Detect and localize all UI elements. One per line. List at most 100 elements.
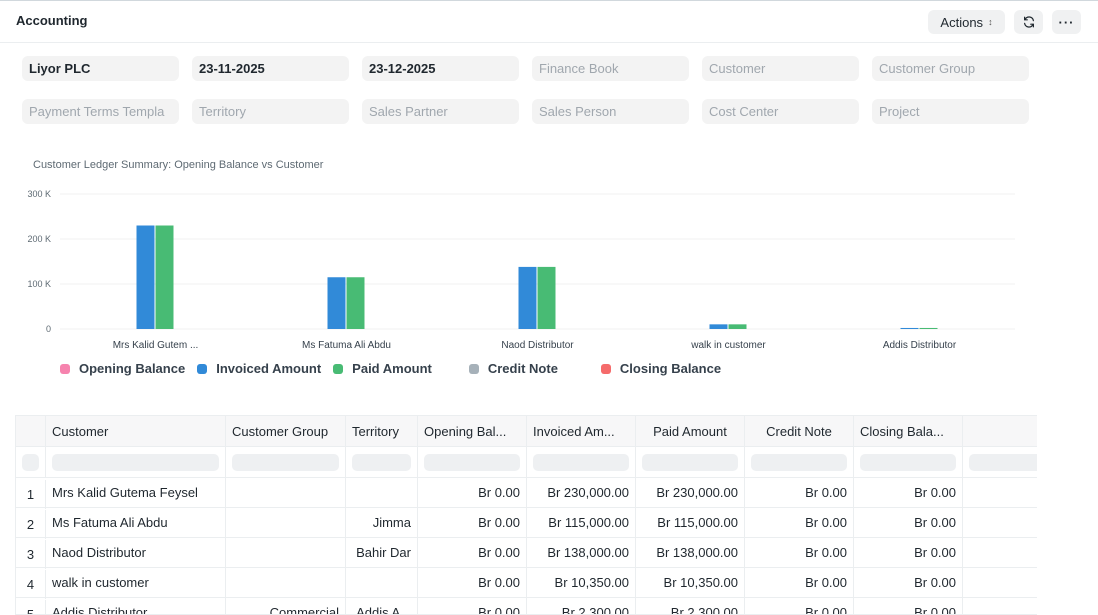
bar-invoiced-amount[interactable]	[900, 327, 919, 329]
cell-customer-group	[226, 478, 346, 507]
company-filter[interactable]: Liyor PLC	[22, 56, 179, 81]
x-tick-label: walk in customer	[690, 340, 766, 351]
cell-opening-balance: Br 0.00	[418, 478, 527, 507]
cell-invoiced-amount: Br 10,350.00	[527, 568, 636, 597]
cell-closing-balance: Br 0.00	[854, 508, 963, 537]
cell-credit-note: Br 0.00	[745, 598, 854, 614]
table-row[interactable]: 3 Naod Distributor Bahir Dar Br 0.00 Br 138,…	[16, 538, 1037, 569]
bar-invoiced-amount[interactable]	[709, 324, 728, 329]
legend-swatch	[468, 363, 479, 374]
cell-customer-group	[226, 508, 346, 537]
legend-label: Closing Balance	[619, 361, 722, 376]
column-header-opening-balance[interactable]: Opening Bal...	[418, 416, 527, 446]
customer-group-filter[interactable]: Customer Group	[872, 56, 1029, 81]
cell-dr-cr	[963, 508, 1037, 537]
column-header-customer[interactable]: Customer	[46, 416, 226, 446]
cell-opening-balance: Br 0.00	[418, 568, 527, 597]
legend-item[interactable]: Opening Balance	[60, 361, 185, 376]
column-filter-input[interactable]	[751, 453, 847, 471]
legend-swatch	[333, 363, 344, 374]
cell-paid-amount: Br 10,350.00	[636, 568, 745, 597]
x-tick-label: Ms Fatuma Ali Abdu	[302, 340, 391, 351]
table-row[interactable]: 5 Addis Distributor Commercial Addis A... Br…	[16, 598, 1037, 614]
cost-center-filter[interactable]: Cost Center	[702, 99, 859, 124]
project-filter[interactable]: Project	[872, 99, 1029, 124]
column-filter-input[interactable]	[860, 453, 956, 471]
territory-filter[interactable]: Territory	[192, 99, 349, 124]
column-header-dr-cr[interactable]: Dr/Cr	[963, 416, 1037, 446]
cell-opening-balance: Br 0.00	[418, 538, 527, 567]
table-header: Customer Customer Group Territory Opening B…	[16, 416, 1037, 447]
cell-dr-cr	[963, 598, 1037, 614]
cell-invoiced-amount: Br 230,000.00	[527, 478, 636, 507]
sales-partner-filter[interactable]: Sales Partner	[362, 99, 519, 124]
cell-closing-balance: Br 0.00	[854, 478, 963, 507]
cell-paid-amount: Br 138,000.00	[636, 538, 745, 567]
column-filter-input[interactable]	[232, 453, 339, 471]
chart-legend: Opening Balance Invoiced Amount Paid Amoun…	[60, 361, 733, 376]
cell-territory	[346, 478, 418, 507]
bar-paid-amount[interactable]	[919, 327, 938, 329]
bar-invoiced-amount[interactable]	[518, 266, 537, 329]
cell-customer: Mrs Kalid Gutema Feysel	[46, 478, 226, 507]
table-row[interactable]: 4 walk in customer Br 0.00 Br 10,350.00 Br 1…	[16, 568, 1037, 599]
cell-customer-group: Commercial	[226, 598, 346, 614]
row-index: 3	[16, 540, 46, 569]
column-filter-input[interactable]	[52, 453, 219, 471]
cell-closing-balance: Br 0.00	[854, 598, 963, 614]
column-filter-input[interactable]	[424, 453, 520, 471]
bar-paid-amount[interactable]	[728, 324, 747, 329]
column-header-customer-group[interactable]: Customer Group	[226, 416, 346, 446]
cell-dr-cr	[963, 568, 1037, 597]
row-index: 4	[16, 570, 46, 599]
bar-paid-amount[interactable]	[155, 225, 174, 330]
x-tick-label: Mrs Kalid Gutem ...	[113, 340, 199, 351]
bar-paid-amount[interactable]	[537, 266, 556, 329]
legend-label: Paid Amount	[352, 361, 432, 376]
x-tick-label: Naod Distributor	[501, 340, 574, 351]
cell-invoiced-amount: Br 138,000.00	[527, 538, 636, 567]
sales-person-filter[interactable]: Sales Person	[532, 99, 689, 124]
column-filter-input[interactable]	[969, 453, 1037, 471]
column-filter-input[interactable]	[533, 453, 629, 471]
column-header-paid-amount[interactable]: Paid Amount	[636, 416, 745, 446]
cell-paid-amount: Br 2,300.00	[636, 598, 745, 614]
legend-item[interactable]: Paid Amount	[333, 361, 432, 376]
to-date-filter[interactable]: 23-12-2025	[362, 56, 519, 81]
from-date-filter[interactable]: 23-11-2025	[192, 56, 349, 81]
column-filter-opening-balance	[418, 447, 527, 477]
bar-paid-amount[interactable]	[346, 277, 365, 329]
payment-terms-filter[interactable]: Payment Terms Templa	[22, 99, 179, 124]
row-index: 1	[16, 480, 46, 509]
column-header-territory[interactable]: Territory	[346, 416, 418, 446]
y-tick-label: 100 K	[27, 279, 51, 289]
customer-filter[interactable]: Customer	[702, 56, 859, 81]
table-row[interactable]: 1 Mrs Kalid Gutema Feysel Br 0.00 Br 230,00…	[16, 478, 1037, 509]
finance-book-filter[interactable]: Finance Book	[532, 56, 689, 81]
column-filter-input[interactable]	[22, 453, 39, 471]
legend-item[interactable]: Closing Balance	[600, 361, 722, 376]
legend-item[interactable]: Invoiced Amount	[197, 361, 321, 376]
table-row[interactable]: 2 Ms Fatuma Ali Abdu Jimma Br 0.00 Br 115,00…	[16, 508, 1037, 539]
column-header-credit-note[interactable]: Credit Note	[745, 416, 854, 446]
column-header-closing-balance[interactable]: Closing Bala...	[854, 416, 963, 446]
row-index: 2	[16, 510, 46, 539]
bar-invoiced-amount[interactable]	[327, 277, 346, 329]
column-filter-closing-balance	[854, 447, 963, 477]
more-options-button[interactable]: ···	[1052, 10, 1081, 34]
cell-customer-group	[226, 538, 346, 567]
column-filter-paid-amount	[636, 447, 745, 477]
legend-item[interactable]: Credit Note	[468, 361, 558, 376]
bar-invoiced-amount[interactable]	[136, 225, 155, 330]
row-index-header	[16, 416, 46, 446]
column-filter-input[interactable]	[642, 453, 738, 471]
bar-chart: 300 K 200 K 100 K 0 Mrs Kalid Gutem ... Ms Fa…	[27, 189, 1015, 351]
column-filter-row	[16, 447, 1037, 478]
column-filter-dr-cr	[963, 447, 1037, 477]
column-filter-input[interactable]	[352, 453, 411, 471]
cell-credit-note: Br 0.00	[745, 568, 854, 597]
cell-invoiced-amount: Br 2,300.00	[527, 598, 636, 614]
actions-button[interactable]: Actions ↕	[928, 10, 1005, 34]
refresh-button[interactable]	[1014, 10, 1043, 34]
column-header-invoiced-amount[interactable]: Invoiced Am...	[527, 416, 636, 446]
